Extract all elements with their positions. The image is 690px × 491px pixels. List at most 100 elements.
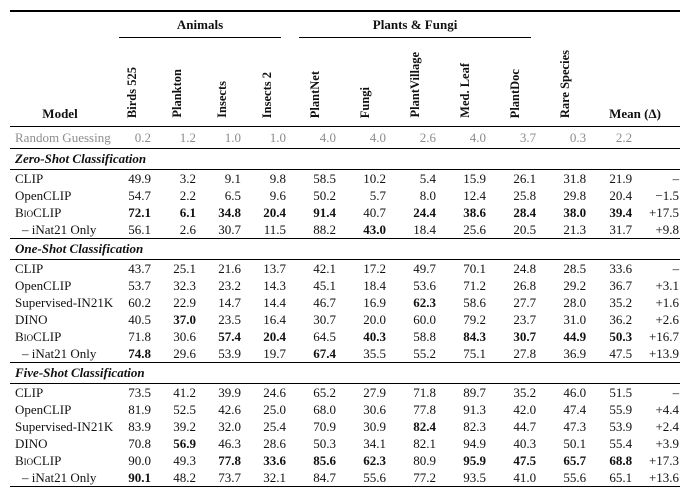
value-cell: 9.6 <box>269 187 287 203</box>
model-cell: Supervised-IN21K <box>10 294 113 311</box>
column-header-label: Birds 525 <box>125 66 139 118</box>
value-cell: 34.1 <box>363 435 387 451</box>
group-header-spacer-right <box>540 11 680 42</box>
value-cell: 4.0 <box>340 126 391 149</box>
value-cell: 71.8 <box>390 383 441 401</box>
value-cell: 45.1 <box>313 277 337 293</box>
section-title: Five-Shot Classification <box>10 362 681 384</box>
value-cell: 32.0 <box>218 418 241 434</box>
value-cell: 20.5 <box>513 221 537 237</box>
value-cell: 53.7 <box>128 277 151 293</box>
delta-cell: +3.1 <box>655 277 680 293</box>
delta-cell: +9.8 <box>655 221 680 237</box>
value-cell: 38.0 <box>563 204 587 220</box>
value-cell: 50.2 <box>313 187 337 203</box>
value-cell: 40.3 <box>513 435 537 451</box>
value-cell: 60.0 <box>413 311 437 327</box>
value-cell: 38.6 <box>463 204 487 220</box>
delta-cell: +17.5 <box>648 204 680 220</box>
value-cell: 43.7 <box>110 259 155 277</box>
column-header-row: Model Birds 525 Plankton Insects Insects 2 P… <box>10 42 680 127</box>
value-cell: 29.6 <box>173 345 196 361</box>
model-cell: BioCLIP <box>10 452 110 469</box>
mean-cell: 36.2 <box>609 311 633 327</box>
value-cell: 18.4 <box>413 221 437 237</box>
value-cell: 68.0 <box>313 401 337 417</box>
column-header-plankton: Plankton <box>155 42 200 127</box>
value-cell: 5.7 <box>369 187 387 203</box>
value-cell: 52.5 <box>173 401 196 417</box>
group-animals-label: Animals <box>119 12 282 38</box>
value-cell: 77.2 <box>413 469 437 485</box>
value-cell: 89.7 <box>440 383 491 401</box>
value-cell: 82.1 <box>413 435 437 451</box>
value-cell: 84.3 <box>463 328 487 344</box>
model-label: CLIP <box>15 384 44 400</box>
value-cell: 25.8 <box>513 187 537 203</box>
model-cell: – iNat21 Only <box>10 221 110 239</box>
value-cell: 58.5 <box>290 169 341 187</box>
value-cell: 23.7 <box>513 311 537 327</box>
value-cell: 46.7 <box>313 294 337 310</box>
value-cell: 79.2 <box>463 311 487 327</box>
mean-cell: 2.2 <box>590 126 637 149</box>
column-header-label: PlantVillage <box>407 52 422 118</box>
value-cell: 82.4 <box>413 418 437 434</box>
value-cell: 8.0 <box>419 187 437 203</box>
delta-cell <box>636 126 681 149</box>
value-cell: 11.5 <box>263 221 287 237</box>
value-cell: 32.1 <box>263 469 287 485</box>
value-cell: 44.7 <box>513 418 537 434</box>
value-cell: 40.3 <box>363 328 387 344</box>
column-header-rare-species: Rare Species <box>540 42 590 127</box>
column-header-label: PlantNet <box>307 70 322 118</box>
model-label: Random Guessing <box>15 129 111 145</box>
value-cell: 10.2 <box>340 169 391 187</box>
model-cell: Random Guessing <box>10 126 111 149</box>
table-row: OpenCLIP 54.7 2.2 6.5 9.6 50.2 5.7 8.0 12.4 25.8 2… <box>10 187 680 204</box>
model-cell: OpenCLIP <box>10 277 110 294</box>
value-cell: 62.3 <box>363 452 387 468</box>
column-header-label: PlantDoc <box>507 68 522 118</box>
column-header-plantvillage: PlantVillage <box>390 42 440 127</box>
value-cell: 46.3 <box>218 435 241 451</box>
mean-cell: 20.4 <box>609 187 633 203</box>
value-cell: 71.2 <box>463 277 487 293</box>
value-cell: 94.9 <box>463 435 487 451</box>
value-cell: 39.2 <box>173 418 196 434</box>
value-cell: 35.2 <box>490 383 541 401</box>
value-cell: 56.1 <box>128 221 151 237</box>
model-cell: CLIP <box>10 169 110 187</box>
value-cell: 23.5 <box>218 311 241 327</box>
model-cell: CLIP <box>10 383 110 401</box>
column-header-birds-525: Birds 525 <box>110 42 155 127</box>
value-cell: 41.0 <box>513 469 537 485</box>
model-label: Supervised-IN21K <box>15 418 114 434</box>
delta-cell: +17.3 <box>648 452 680 468</box>
value-cell: 49.7 <box>390 259 441 277</box>
value-cell: 40.7 <box>363 204 387 220</box>
value-cell: 53.9 <box>218 345 241 361</box>
value-cell: 27.7 <box>513 294 537 310</box>
model-label: DINO <box>15 435 48 451</box>
mean-cell: 31.7 <box>609 221 633 237</box>
column-header-med-leaf: Med. Leaf <box>440 42 490 127</box>
value-cell: 72.1 <box>128 204 151 220</box>
model-label: CLIP <box>15 170 44 186</box>
value-cell: 24.6 <box>245 383 291 401</box>
model-cell: BioCLIP <box>10 328 110 345</box>
column-header-plantdoc: PlantDoc <box>490 42 540 127</box>
value-cell: 28.4 <box>513 204 537 220</box>
value-cell: 90.0 <box>128 452 151 468</box>
value-cell: 25.4 <box>263 418 287 434</box>
value-cell: 21.3 <box>563 221 587 237</box>
mean-cell: 55.9 <box>609 401 633 417</box>
value-cell: 42.6 <box>218 401 241 417</box>
mean-cell: 51.5 <box>590 383 637 401</box>
value-cell: 55.2 <box>413 345 437 361</box>
delta-cell: +2.4 <box>655 418 680 434</box>
value-cell: 28.5 <box>540 259 591 277</box>
value-cell: 22.9 <box>173 294 196 310</box>
column-header-label: Plankton <box>170 69 184 118</box>
column-header-label: Insects <box>215 81 229 118</box>
